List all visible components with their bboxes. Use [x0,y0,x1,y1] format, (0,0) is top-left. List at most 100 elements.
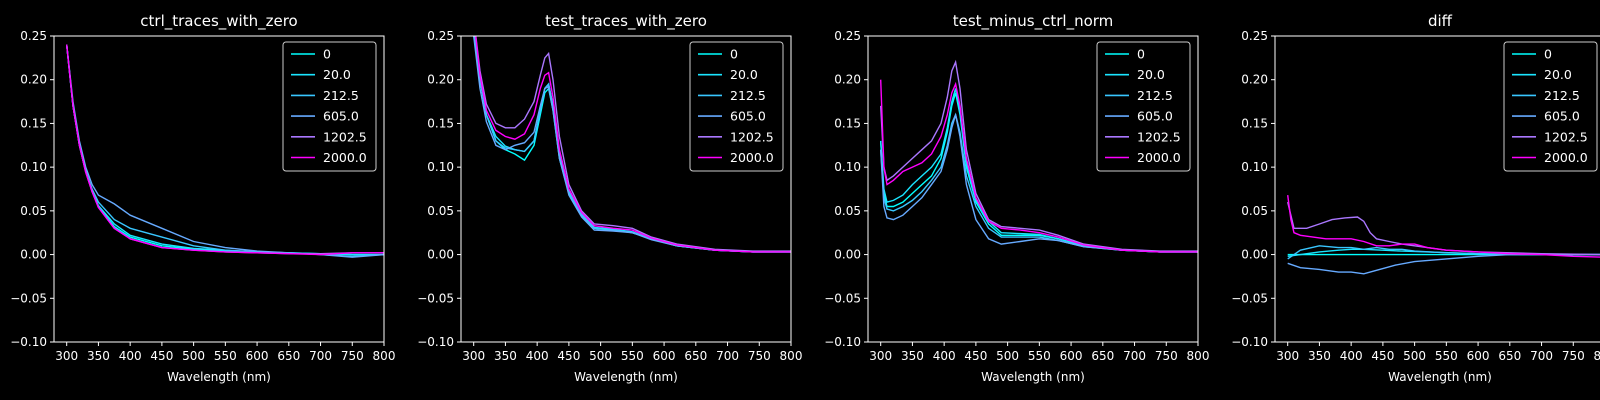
series-line-605.0 [880,114,1198,253]
legend-label: 20.0 [1544,67,1572,82]
x-tick-label: 500 [182,349,205,363]
x-tick-label: 700 [716,349,739,363]
y-tick-label: 0.15 [834,116,861,130]
x-tick-label: 500 [589,349,612,363]
plot-frame [867,35,1199,343]
y-tick-label: −0.05 [417,291,454,305]
y-tick-label: 0.10 [20,160,47,174]
x-tick-label: 650 [277,349,300,363]
legend-label: 212.5 [1544,88,1580,103]
chart-panel-3: diff 300 350 400 450 500 550 600 650 700 750 800 −0.… [1231,12,1600,384]
series-line-2000.0 [66,44,384,256]
legend: 0 20.0 212.5 605.0 1202.5 2000.0 [689,41,784,172]
legend: 0 20.0 212.5 605.0 1202.5 2000.0 [1096,41,1191,172]
series-line-1202.5 [475,36,791,252]
series-line-212.5 [1287,245,1600,260]
plot-frame [1274,35,1600,343]
legend-label: 20.0 [730,67,758,82]
x-tick-label: 450 [1371,349,1394,363]
x-tick-label: 500 [996,349,1019,363]
y-tick-label: 0.25 [427,29,454,43]
series-line-2000.0 [1287,195,1600,258]
y-tick-label: 0.10 [427,160,454,174]
x-tick-label: 600 [246,349,269,363]
y-tick-label: 0.25 [20,29,47,43]
y-tick-label: 0.20 [427,73,454,87]
legend-label: 0 [323,47,331,62]
x-tick-label: 300 [55,349,78,363]
x-tick-label: 450 [150,349,173,363]
x-tick-label: 650 [1091,349,1114,363]
legend-label: 605.0 [1137,109,1173,124]
x-axis-label: Wavelength (nm) [1388,370,1492,384]
legend-label: 605.0 [730,109,766,124]
legend-label: 2000.0 [730,150,774,165]
series-line-605.0 [1287,253,1600,275]
x-tick-label: 350 [87,349,110,363]
x-tick-label: 450 [557,349,580,363]
y-tick-label: 0.20 [834,73,861,87]
x-tick-label: 550 [1028,349,1051,363]
x-tick-label: 400 [1340,349,1363,363]
legend-label: 2000.0 [323,150,367,165]
series-line-1202.5 [880,59,1198,252]
x-tick-label: 300 [869,349,892,363]
y-tick-label: 0.20 [20,73,47,87]
y-tick-label: 0.25 [834,29,861,43]
legend-label: 212.5 [1137,88,1173,103]
x-tick-label: 350 [901,349,924,363]
x-tick-label: 700 [1123,349,1146,363]
y-tick-label: 0.20 [1241,73,1268,87]
x-tick-label: 800 [1594,349,1600,363]
x-tick-label: 600 [1060,349,1083,363]
y-tick-label: 0.00 [834,248,861,262]
series-group [1287,195,1600,275]
chart-panel-1: test_traces_with_zero 300 350 400 450 500 550 6… [417,12,802,384]
x-tick-label: 650 [1498,349,1521,363]
y-tick-label: 0.00 [20,248,47,262]
legend-label: 1202.5 [323,129,367,144]
legend-label: 605.0 [323,109,359,124]
x-tick-label: 550 [621,349,644,363]
y-tick-label: 0.15 [1241,116,1268,130]
y-tick-label: −0.10 [10,335,47,349]
x-axis-label: Wavelength (nm) [981,370,1085,384]
y-tick-label: 0.05 [20,204,47,218]
x-tick-label: 700 [1530,349,1553,363]
plot-frame [53,35,385,343]
x-tick-label: 800 [780,349,803,363]
x-tick-label: 400 [119,349,142,363]
legend-label: 1202.5 [1544,129,1588,144]
series-group [66,44,384,258]
x-tick-label: 350 [1308,349,1331,363]
legend: 0 20.0 212.5 605.0 1202.5 2000.0 [282,41,377,172]
series-line-605.0 [473,36,791,253]
x-tick-label: 600 [653,349,676,363]
y-tick-label: 0.10 [1241,160,1268,174]
legend-label: 0 [1544,47,1552,62]
series-line-2000.0 [474,36,791,253]
legend-label: 0 [730,47,738,62]
y-tick-label: −0.10 [824,335,861,349]
legend-label: 212.5 [730,88,766,103]
series-line-2000.0 [880,79,1198,253]
x-tick-label: 500 [1403,349,1426,363]
x-tick-label: 550 [1435,349,1458,363]
y-tick-label: 0.00 [427,248,454,262]
x-tick-label: 300 [1276,349,1299,363]
legend-label: 1202.5 [730,129,774,144]
x-tick-label: 450 [964,349,987,363]
chart-panel-0: ctrl_traces_with_zero 300 350 400 450 500 550 6… [10,12,395,384]
y-tick-label: 0.05 [1241,204,1268,218]
legend-label: 212.5 [323,88,359,103]
series-line-20.0 [880,88,1198,253]
y-tick-label: −0.10 [1231,335,1268,349]
x-tick-label: 400 [526,349,549,363]
legend-label: 2000.0 [1137,150,1181,165]
y-tick-label: 0.05 [834,204,861,218]
x-tick-label: 300 [462,349,485,363]
chart-title: ctrl_traces_with_zero [140,12,297,31]
y-tick-label: −0.05 [10,291,47,305]
legend: 0 20.0 212.5 605.0 1202.5 2000.0 [1503,41,1598,172]
y-tick-label: 0.15 [427,116,454,130]
